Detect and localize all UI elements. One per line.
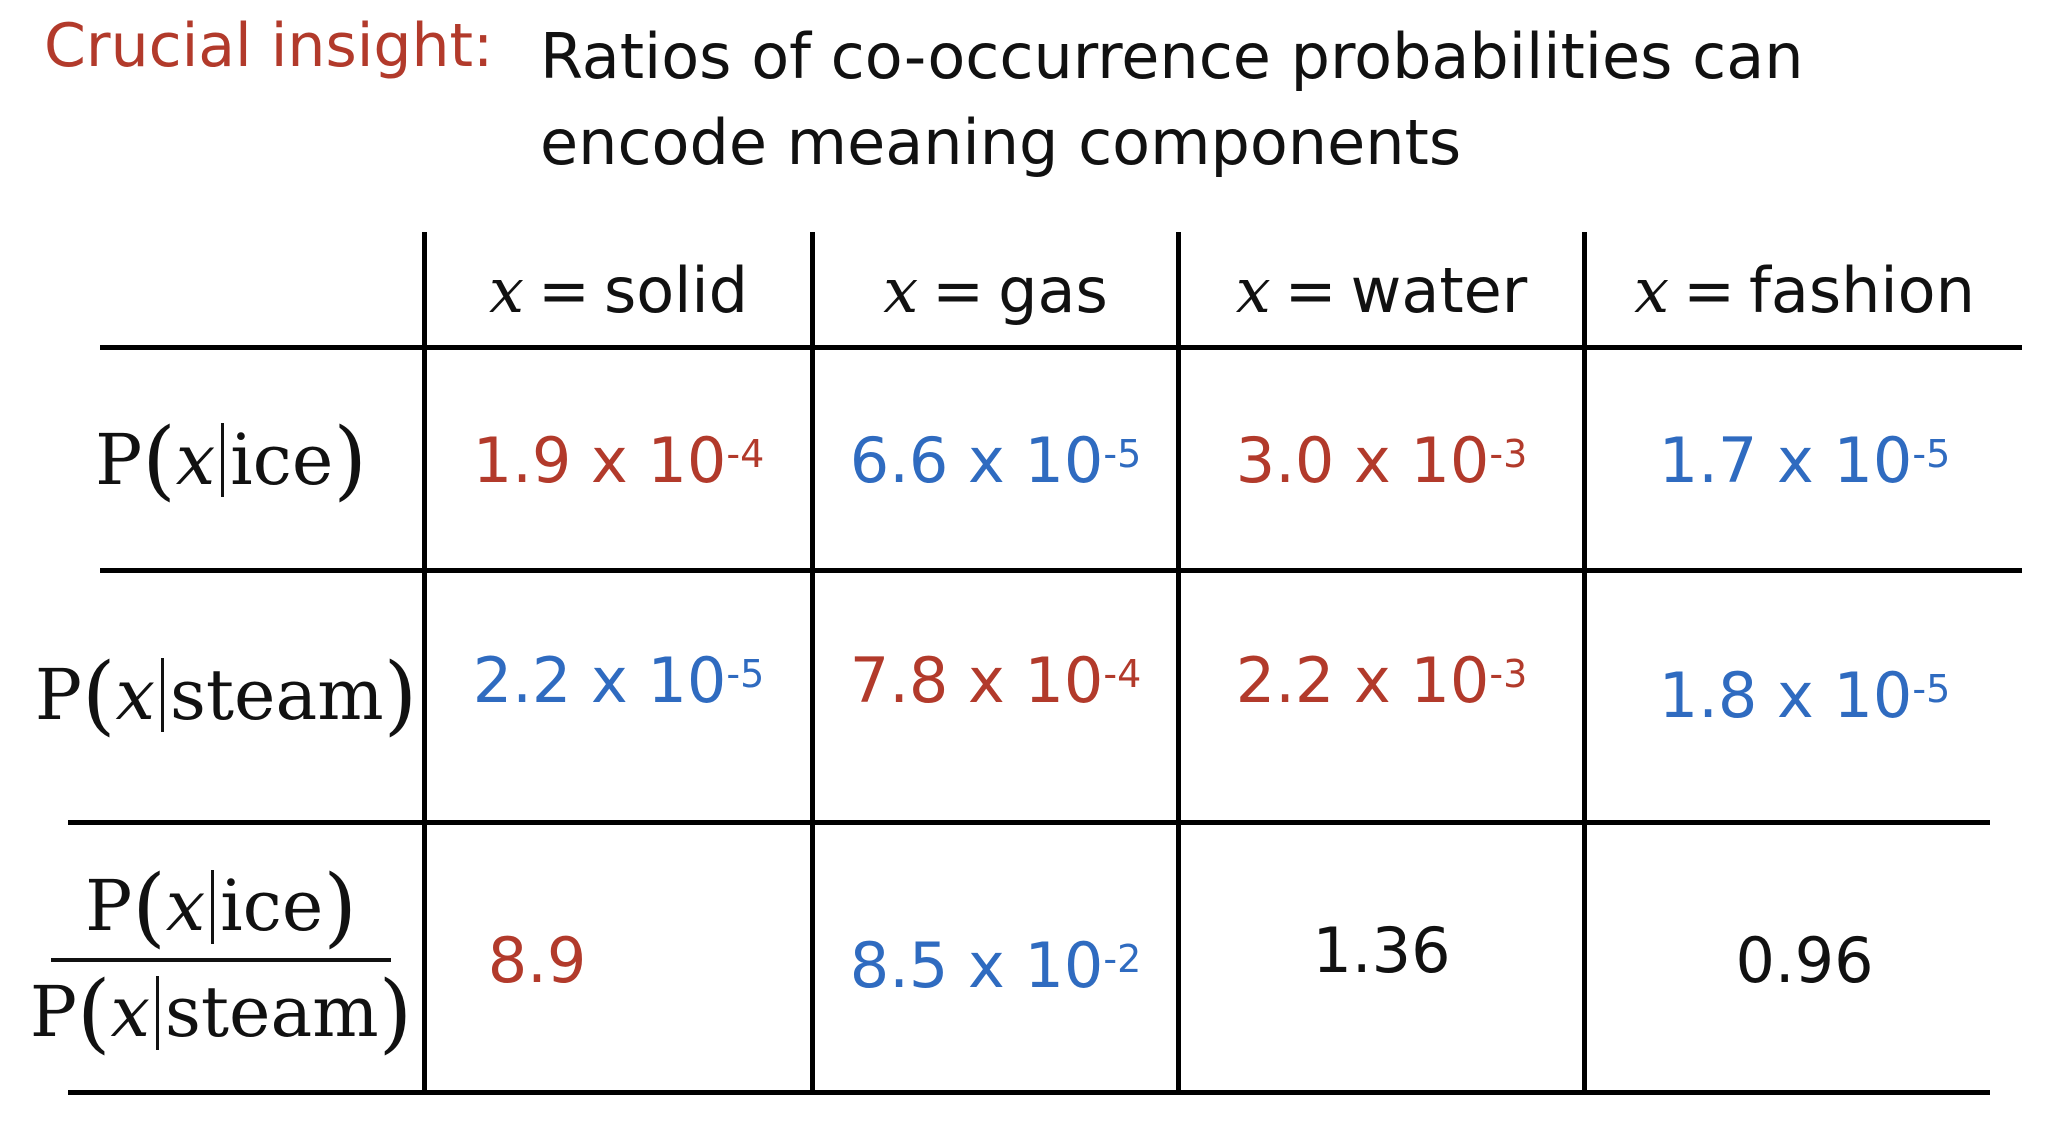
p-symbol: P (34, 654, 82, 736)
column-header-solid: x = solid (427, 240, 810, 340)
column-word: solid (603, 253, 748, 327)
equals-sign: = (932, 253, 985, 327)
value-exponent: -3 (1489, 432, 1528, 476)
p-symbol: P (85, 865, 133, 947)
given-word: ice (220, 865, 324, 947)
cell-ice-water: 3.0 x 10 -3 (1181, 400, 1582, 520)
ratio-numerator: P(x ice) (85, 857, 357, 957)
column-word: fashion (1749, 253, 1975, 327)
equals-sign: = (1683, 253, 1736, 327)
variable-x: x (883, 253, 919, 327)
cell-ratio-solid: 8.9 (427, 900, 647, 1020)
given-word: ice (230, 419, 334, 501)
value-mantissa: 2.2 x 10 (1235, 643, 1490, 717)
equals-sign: = (537, 253, 590, 327)
column-header-water: x = water (1181, 240, 1582, 340)
variable-x: x (110, 971, 150, 1053)
cell-ice-solid: 1.9 x 10 -4 (427, 400, 810, 520)
col-rule-4 (1582, 232, 1587, 1094)
col-rule-3 (1176, 232, 1181, 1094)
rule-table-bottom (68, 1090, 1990, 1095)
row-label-p-x-steam: P(x steam) (34, 645, 418, 745)
given-word: steam (170, 654, 384, 736)
insight-statement: Ratios of co-occurrence probabilities ca… (540, 20, 1804, 179)
row-label-p-x-ice: P(x ice) (95, 410, 367, 510)
cell-steam-gas: 7.8 x 10 -4 (815, 620, 1176, 740)
row-label-ratio: P(x ice) P(x steam) (20, 840, 422, 1080)
p-symbol: P (29, 971, 77, 1053)
value-exponent: -5 (726, 652, 765, 696)
value-mantissa: 1.36 (1312, 913, 1451, 987)
value-mantissa: 1.7 x 10 (1658, 423, 1913, 497)
col-rule-1 (422, 232, 427, 1094)
rule-row1-bottom (100, 568, 2022, 573)
cell-steam-solid: 2.2 x 10 -5 (427, 620, 810, 740)
cell-steam-fashion: 1.8 x 10 -5 (1587, 635, 2022, 755)
variable-x: x (489, 253, 524, 327)
value-exponent: -4 (726, 432, 765, 476)
cell-steam-water: 2.2 x 10 -3 (1181, 620, 1582, 740)
column-header-gas: x = gas (815, 240, 1176, 340)
value-exponent: -5 (1912, 667, 1951, 711)
variable-x: x (165, 865, 206, 947)
rule-header-bottom (100, 345, 2022, 350)
cell-ratio-fashion: 0.96 (1587, 900, 2022, 1020)
column-word: gas (998, 253, 1108, 327)
variable-x: x (115, 654, 155, 736)
value-exponent: -5 (1912, 432, 1951, 476)
cell-ratio-gas: 8.5 x 10 -2 (815, 905, 1176, 1025)
variable-x: x (1235, 253, 1271, 327)
value-exponent: -5 (1103, 432, 1142, 476)
given-word: steam (165, 971, 379, 1053)
p-symbol: P (95, 419, 143, 501)
value-mantissa: 1.8 x 10 (1658, 658, 1913, 732)
variable-x: x (1634, 253, 1670, 327)
column-word: water (1350, 253, 1528, 327)
value-mantissa: 0.96 (1735, 923, 1874, 997)
value-mantissa: 8.5 x 10 (849, 928, 1104, 1002)
fraction-bar (51, 958, 391, 962)
cell-ratio-water: 1.36 (1181, 890, 1582, 1010)
value-exponent: -4 (1103, 652, 1142, 696)
ratio-denominator: P(x steam) (29, 963, 413, 1063)
value-mantissa: 2.2 x 10 (472, 643, 727, 717)
equals-sign: = (1284, 253, 1337, 327)
value-mantissa: 1.9 x 10 (472, 423, 727, 497)
value-exponent: -2 (1103, 937, 1142, 981)
variable-x: x (175, 419, 216, 501)
cell-ice-gas: 6.6 x 10 -5 (815, 400, 1176, 520)
col-rule-2 (810, 232, 815, 1094)
value-mantissa: 3.0 x 10 (1235, 423, 1490, 497)
column-header-fashion: x = fashion (1587, 240, 2022, 340)
value-mantissa: 8.9 (487, 923, 587, 997)
rule-row2-bottom (68, 820, 1990, 825)
value-mantissa: 7.8 x 10 (849, 643, 1104, 717)
crucial-insight-label: Crucial insight: (44, 11, 494, 81)
value-mantissa: 6.6 x 10 (849, 423, 1104, 497)
cell-ice-fashion: 1.7 x 10 -5 (1587, 400, 2022, 520)
value-exponent: -3 (1489, 652, 1528, 696)
